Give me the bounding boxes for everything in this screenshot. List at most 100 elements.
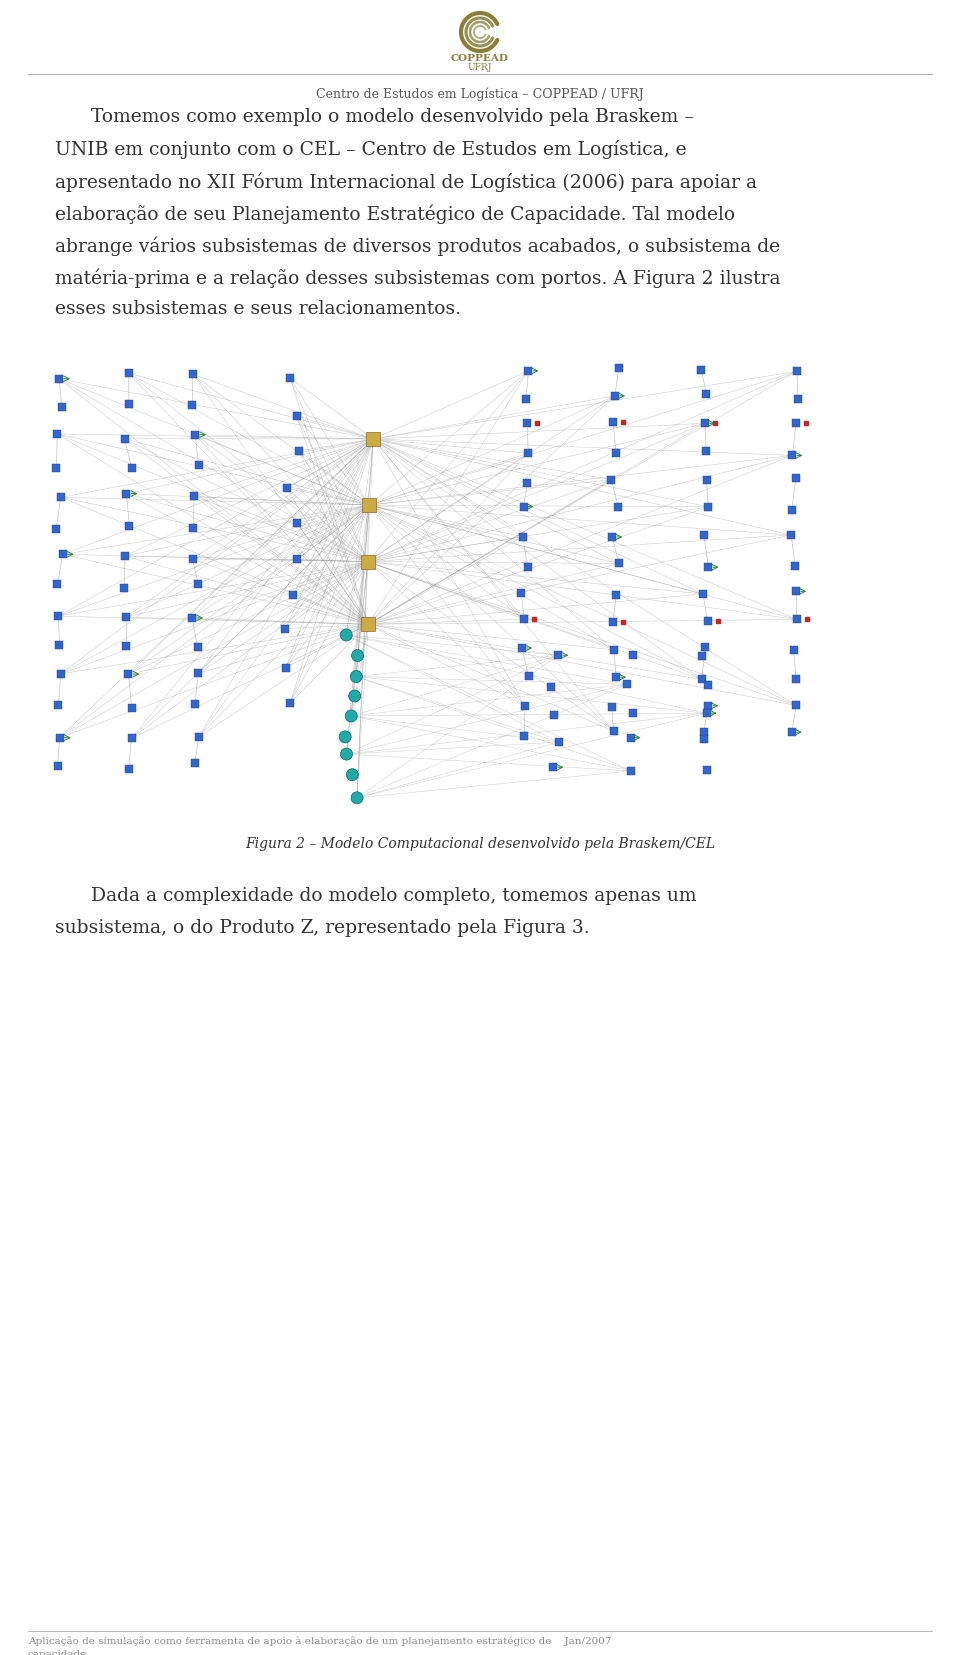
Text: Centro de Estudos em Logística – COPPEAD / UFRJ: Centro de Estudos em Logística – COPPEAD… <box>316 88 644 101</box>
Text: Tomemos como exemplo o modelo desenvolvido pela Braskem –: Tomemos como exemplo o modelo desenvolvi… <box>55 108 694 126</box>
Bar <box>281 626 289 634</box>
Bar <box>191 700 199 708</box>
Bar <box>194 644 202 652</box>
Bar <box>523 420 532 429</box>
Bar <box>520 616 528 624</box>
Bar <box>610 728 617 736</box>
Bar <box>123 642 131 650</box>
Bar <box>121 435 129 444</box>
Bar <box>55 376 63 384</box>
Bar <box>125 401 132 409</box>
Bar <box>55 612 62 621</box>
Bar <box>627 735 635 741</box>
Text: matéria-prima e a relação desses subsistemas com portos. A Figura 2 ilustra: matéria-prima e a relação desses subsist… <box>55 268 780 288</box>
Bar <box>286 374 294 382</box>
Bar <box>189 525 197 533</box>
Circle shape <box>351 793 363 804</box>
Bar <box>791 563 800 571</box>
Bar <box>792 419 800 427</box>
Bar <box>523 480 532 488</box>
Bar <box>57 670 65 679</box>
Bar <box>191 760 199 768</box>
Bar <box>293 412 300 420</box>
Bar <box>610 647 618 654</box>
Bar <box>612 591 620 599</box>
Bar <box>361 556 374 569</box>
Circle shape <box>340 629 352 642</box>
Text: Dada a complexidade do modelo completo, tomemos apenas um: Dada a complexidade do modelo completo, … <box>55 887 697 904</box>
Bar <box>701 644 709 652</box>
Circle shape <box>346 710 357 723</box>
Bar <box>705 702 712 710</box>
Circle shape <box>350 672 362 684</box>
Bar <box>195 733 203 741</box>
Bar <box>519 503 528 511</box>
Bar <box>188 614 196 622</box>
Bar <box>788 452 796 460</box>
Bar <box>703 710 710 718</box>
Text: esses subsistemas e seus relacionamentos.: esses subsistemas e seus relacionamentos… <box>55 300 461 318</box>
Bar <box>524 367 533 376</box>
Bar <box>614 364 623 372</box>
Bar <box>700 728 708 736</box>
Bar <box>520 733 528 740</box>
Bar <box>188 556 197 564</box>
Bar <box>125 371 132 377</box>
Bar <box>361 617 375 632</box>
Bar <box>367 432 380 447</box>
Text: elaboração de seu Planejamento Estratégico de Capacidade. Tal modelo: elaboração de seu Planejamento Estratégi… <box>55 204 735 223</box>
Bar <box>697 366 706 374</box>
Bar <box>524 672 533 680</box>
Bar <box>700 531 708 540</box>
Bar <box>608 703 615 712</box>
Bar <box>125 765 132 773</box>
Bar <box>189 371 197 379</box>
Bar <box>122 614 130 622</box>
Bar <box>549 765 558 771</box>
Bar <box>283 485 291 493</box>
Circle shape <box>341 748 352 761</box>
Bar <box>609 619 617 627</box>
Bar <box>194 581 203 589</box>
Bar <box>630 710 637 718</box>
Bar <box>554 652 563 660</box>
Bar <box>281 664 290 672</box>
Bar <box>56 735 63 741</box>
Bar <box>610 419 617 427</box>
Bar <box>128 705 135 712</box>
Bar <box>787 531 795 540</box>
Bar <box>702 449 710 455</box>
Text: Figura 2 – Modelo Computacional desenvolvido pela Braskem/CEL: Figura 2 – Modelo Computacional desenvol… <box>245 836 715 851</box>
Bar <box>608 533 616 541</box>
Bar <box>698 652 707 660</box>
Bar <box>295 447 303 455</box>
Circle shape <box>348 690 361 703</box>
Bar <box>608 477 615 485</box>
Bar <box>518 645 526 652</box>
Bar <box>705 503 712 511</box>
Bar <box>612 674 620 682</box>
Bar <box>58 404 66 412</box>
Bar <box>629 652 636 659</box>
Bar <box>128 735 135 743</box>
Bar <box>517 589 525 597</box>
Bar <box>195 462 203 470</box>
Bar <box>792 675 801 684</box>
Bar <box>790 647 798 655</box>
Bar <box>190 493 199 501</box>
Bar <box>121 553 129 561</box>
Bar <box>123 490 131 498</box>
Bar <box>194 670 203 679</box>
Bar <box>289 591 298 599</box>
Bar <box>286 700 294 708</box>
Bar <box>788 506 796 515</box>
Bar <box>547 684 555 692</box>
Bar <box>615 559 623 568</box>
Bar <box>125 670 132 679</box>
Bar <box>128 465 135 473</box>
Bar <box>793 616 801 624</box>
Bar <box>704 766 711 775</box>
Bar <box>55 702 62 710</box>
Circle shape <box>339 732 351 743</box>
Text: apresentado no XII Fórum Internacional de Logística (2006) para apoiar a: apresentado no XII Fórum Internacional d… <box>55 172 757 192</box>
